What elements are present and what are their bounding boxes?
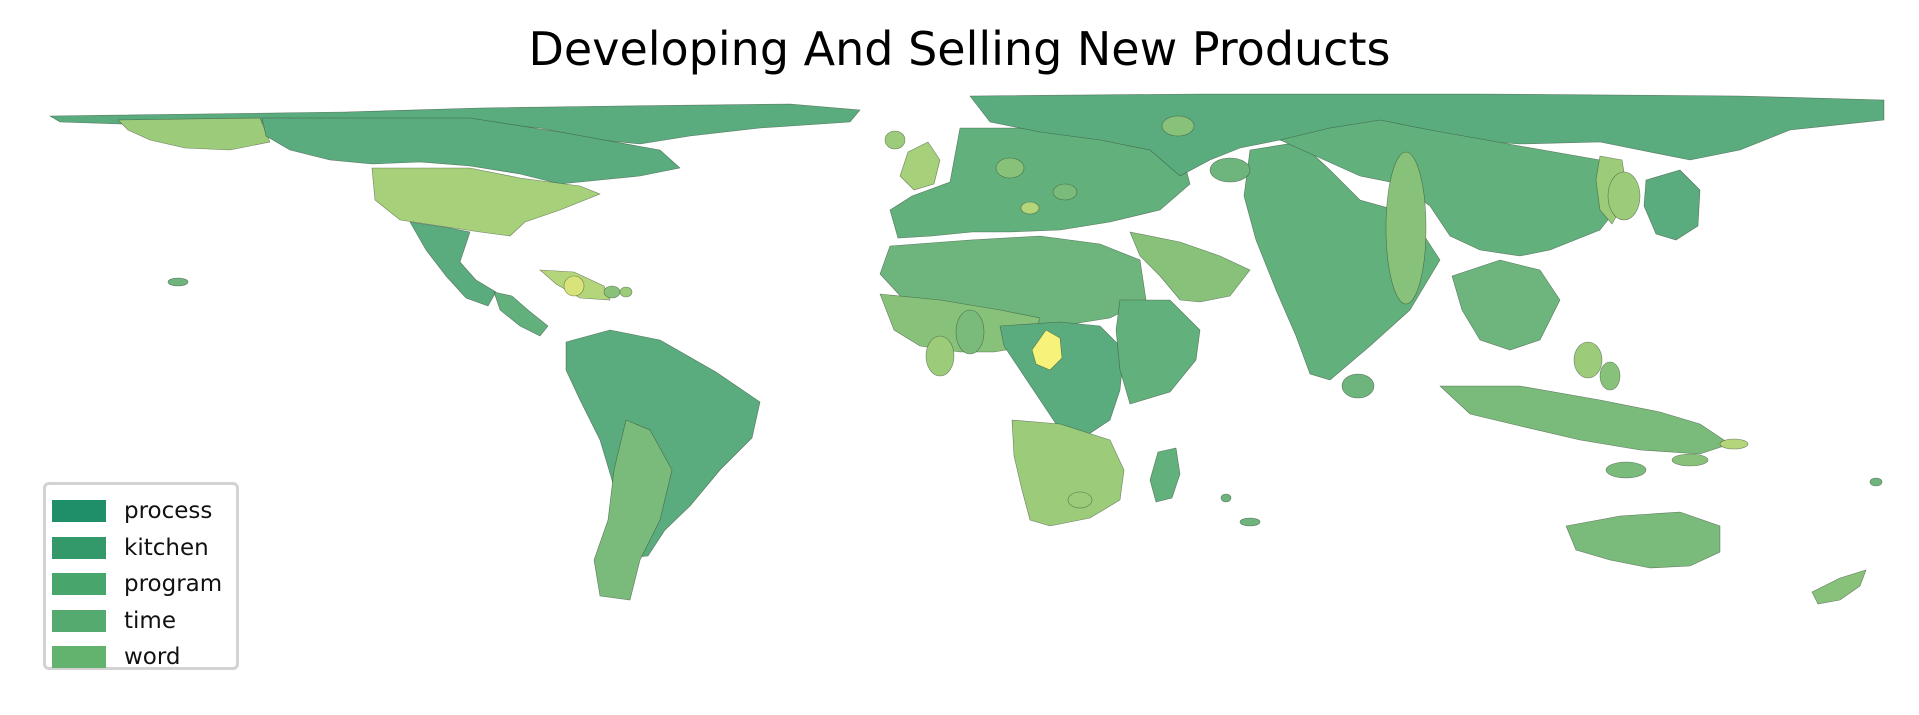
map-subregion — [1719, 438, 1749, 450]
map-subregion — [1671, 453, 1709, 467]
legend-label: program — [124, 571, 223, 598]
map-subregion — [1052, 183, 1078, 201]
map-region — [1011, 419, 1125, 527]
map-region — [899, 141, 941, 191]
legend-label: word — [124, 644, 181, 671]
map-subregion — [1599, 361, 1621, 391]
map-subregion — [1341, 373, 1375, 399]
map-region — [1149, 447, 1181, 503]
map-region — [565, 329, 761, 559]
map-region — [593, 419, 673, 601]
map-subregion — [1605, 461, 1647, 479]
map-region — [1031, 329, 1063, 371]
map-subregion — [1161, 115, 1195, 137]
map-region — [261, 117, 681, 185]
legend-swatch — [52, 573, 106, 596]
map-subregion — [563, 275, 585, 297]
map-region — [1643, 169, 1701, 241]
legend-swatch — [52, 500, 106, 523]
legend-item: kitchen — [52, 530, 236, 567]
legend-item: program — [52, 566, 236, 603]
legend-item: word — [52, 639, 236, 676]
legend-label: time — [124, 607, 176, 634]
map-subregion — [995, 157, 1025, 179]
map-subregion — [1385, 151, 1427, 305]
legend-label: kitchen — [124, 534, 209, 561]
map-subregion — [167, 277, 189, 287]
legend-item: time — [52, 603, 236, 640]
map-subregion — [603, 285, 621, 299]
legend-swatch — [52, 646, 106, 669]
map-region — [493, 291, 549, 337]
map-region — [409, 221, 497, 307]
map-subregion — [1607, 171, 1641, 221]
map-region — [1279, 119, 1631, 257]
map-subregion — [925, 335, 955, 377]
map-subregion — [1020, 201, 1040, 215]
legend-item: process — [52, 493, 236, 530]
map-region — [1565, 511, 1721, 569]
map-region — [1811, 569, 1867, 605]
map-regions — [48, 93, 1885, 605]
map-region — [1129, 231, 1251, 303]
map-subregion — [955, 309, 985, 355]
map-subregion — [1209, 157, 1251, 183]
legend-swatch — [52, 609, 106, 632]
map-region — [117, 117, 271, 151]
map-subregion — [1220, 493, 1232, 503]
map-subregion — [1573, 341, 1603, 379]
legend-label: process — [124, 498, 213, 525]
map-subregion — [1239, 517, 1261, 527]
map-region — [371, 167, 601, 237]
legend: process kitchen program time word — [43, 482, 239, 670]
map-subregion — [619, 286, 633, 298]
legend-swatch — [52, 536, 106, 559]
map-subregion — [1869, 477, 1883, 487]
map-region — [1243, 141, 1441, 381]
map-subregion — [884, 130, 906, 150]
map-region — [999, 321, 1125, 441]
map-title: Developing And Selling New Products — [528, 22, 1391, 76]
map-subregion — [1067, 491, 1093, 509]
map-region — [1439, 385, 1731, 455]
map-region — [1451, 259, 1561, 351]
map-region — [1115, 299, 1201, 405]
